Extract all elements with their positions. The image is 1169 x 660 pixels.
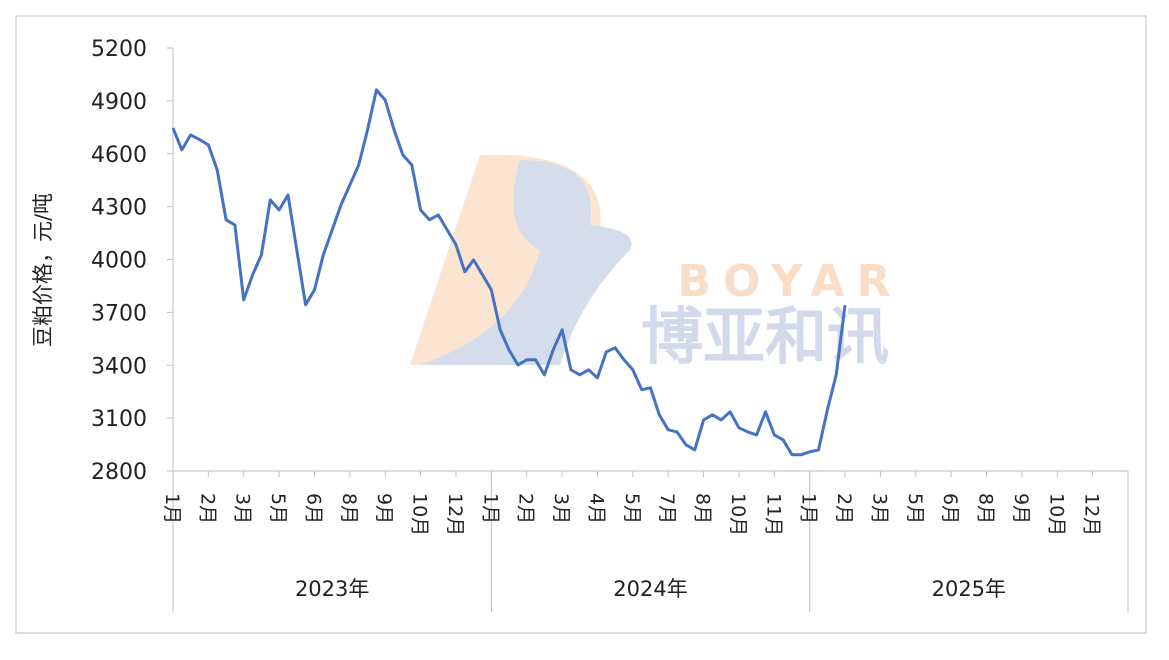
x-tick-label: 12月 <box>444 493 466 536</box>
y-tick-label: 3700 <box>91 301 147 326</box>
x-tick-label: 6月 <box>302 493 324 524</box>
x-tick-label: 3月 <box>232 493 254 524</box>
watermark-logo-b <box>420 160 632 365</box>
year-label: 2025年 <box>932 577 1006 601</box>
y-tick-label: 3400 <box>91 354 147 379</box>
y-tick-label: 4000 <box>91 249 147 274</box>
x-tick-label: 1月 <box>479 493 501 524</box>
frame <box>15 15 1147 634</box>
x-tick-label: 2月 <box>196 493 218 524</box>
x-tick-label: 9月 <box>1010 493 1032 524</box>
y-tick-label: 2800 <box>91 460 147 485</box>
x-tick-label: 10月 <box>727 493 749 536</box>
x-tick-label: 6月 <box>939 493 961 524</box>
year-label: 2023年 <box>295 577 369 601</box>
x-tick-label: 1月 <box>798 493 820 524</box>
y-axis-label: 豆粕价格，元/吨 <box>31 193 55 347</box>
y-tick-label: 5200 <box>91 37 147 62</box>
x-tick-label: 5月 <box>904 493 926 524</box>
x-tick-label: 1月 <box>161 493 183 524</box>
x-tick-label: 3月 <box>868 493 890 524</box>
x-tick-label: 9月 <box>373 493 395 524</box>
x-tick-label: 11月 <box>762 493 784 536</box>
x-tick-label: 8月 <box>692 493 714 524</box>
x-tick-label: 10月 <box>1045 493 1067 536</box>
y-tick-label: 4600 <box>91 143 147 168</box>
x-tick-label: 10月 <box>409 493 431 536</box>
watermark-latin: BOYAR <box>678 256 903 307</box>
x-tick-label: 4月 <box>585 493 607 524</box>
x-tick-label: 2月 <box>833 493 855 524</box>
watermark-logo <box>410 154 601 365</box>
x-tick-label: 5月 <box>267 493 289 524</box>
price-line <box>171 88 847 457</box>
x-tick-label: 8月 <box>975 493 997 524</box>
x-tick-label: 5月 <box>621 493 643 524</box>
x-tick-label: 2月 <box>515 493 537 524</box>
watermark: BOYAR 博亚和讯 <box>410 154 903 373</box>
x-tick-label: 7月 <box>656 493 678 524</box>
watermark-chinese: 博亚和讯 <box>641 300 889 373</box>
year-label: 2024年 <box>613 577 687 601</box>
x-tick-label: 12月 <box>1081 493 1103 536</box>
x-tick-label: 3月 <box>550 493 572 524</box>
y-tick-label: 3100 <box>91 407 147 432</box>
y-tick-label: 4900 <box>91 90 147 115</box>
y-tick-label: 4300 <box>91 196 147 221</box>
x-tick-label: 8月 <box>338 493 360 524</box>
